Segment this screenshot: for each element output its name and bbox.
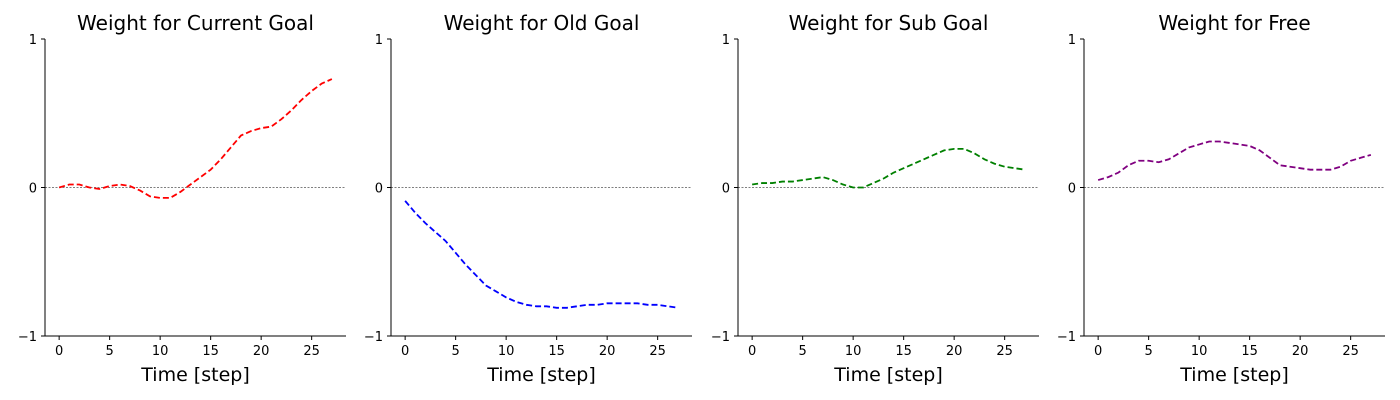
x-tick-label: 25	[303, 344, 320, 359]
chart-title: Weight for Sub Goal	[789, 11, 989, 35]
x-tick-label: 10	[152, 344, 169, 359]
y-tick-label: 0	[1068, 182, 1076, 197]
y-tick-label: −1	[18, 330, 37, 345]
x-tick-label: 15	[1241, 344, 1258, 359]
y-tick-label: 1	[29, 33, 37, 48]
x-tick-label: 10	[1191, 344, 1208, 359]
x-tick-label: 20	[946, 344, 963, 359]
y-tick-label: 1	[722, 33, 730, 48]
subplot-old-goal: Weight for Old Goal Time [step] 0 5 10 15 20…	[364, 11, 692, 386]
y-tick-label: 1	[375, 33, 383, 48]
x-axis-label: Time [step]	[486, 364, 595, 386]
x-tick-label: 0	[1094, 344, 1102, 359]
x-tick-label: 15	[202, 344, 219, 359]
chart-title: Weight for Current Goal	[77, 11, 314, 35]
series-line	[404, 200, 678, 309]
x-tick-label: 0	[401, 344, 409, 359]
subplot-sub-goal: Weight for Sub Goal Time [step] 0 5 10 15 20…	[711, 11, 1039, 386]
x-tick-label: 20	[1292, 344, 1309, 359]
x-tick-label: 25	[649, 344, 666, 359]
series-line	[58, 78, 333, 199]
x-tick-label: 0	[748, 344, 756, 359]
x-axis-label: Time [step]	[1179, 364, 1288, 386]
x-tick-label: 15	[895, 344, 912, 359]
y-tick-label: −1	[711, 330, 730, 345]
x-axis-label: Time [step]	[140, 364, 249, 386]
x-tick-label: 10	[498, 344, 515, 359]
y-tick-label: 0	[375, 182, 383, 197]
chart-title: Weight for Old Goal	[444, 11, 640, 35]
chart-title: Weight for Free	[1158, 11, 1310, 35]
x-tick-label: 5	[452, 344, 460, 359]
x-tick-label: 25	[1342, 344, 1359, 359]
y-tick-label: −1	[364, 330, 383, 345]
x-axis-label: Time [step]	[833, 364, 942, 386]
x-tick-label: 15	[548, 344, 565, 359]
x-tick-label: 5	[106, 344, 114, 359]
x-tick-label: 5	[1145, 344, 1153, 359]
subplot-free: Weight for Free Time [step] 0 5 10 15 20 25−1…	[1057, 11, 1385, 386]
y-tick-label: 1	[1068, 33, 1076, 48]
y-tick-label: −1	[1057, 330, 1076, 345]
y-tick-label: 0	[29, 182, 37, 197]
subplot-current-goal: Weight for Current Goal Time [step] 0 5 10…	[18, 11, 346, 386]
series-line	[752, 147, 1025, 189]
x-tick-label: 20	[599, 344, 616, 359]
x-tick-label: 25	[996, 344, 1013, 359]
x-tick-label: 5	[799, 344, 807, 359]
x-tick-label: 0	[55, 344, 63, 359]
x-tick-label: 20	[253, 344, 270, 359]
x-tick-label: 10	[845, 344, 862, 359]
y-tick-label: 0	[722, 182, 730, 197]
series-line	[1097, 140, 1372, 181]
